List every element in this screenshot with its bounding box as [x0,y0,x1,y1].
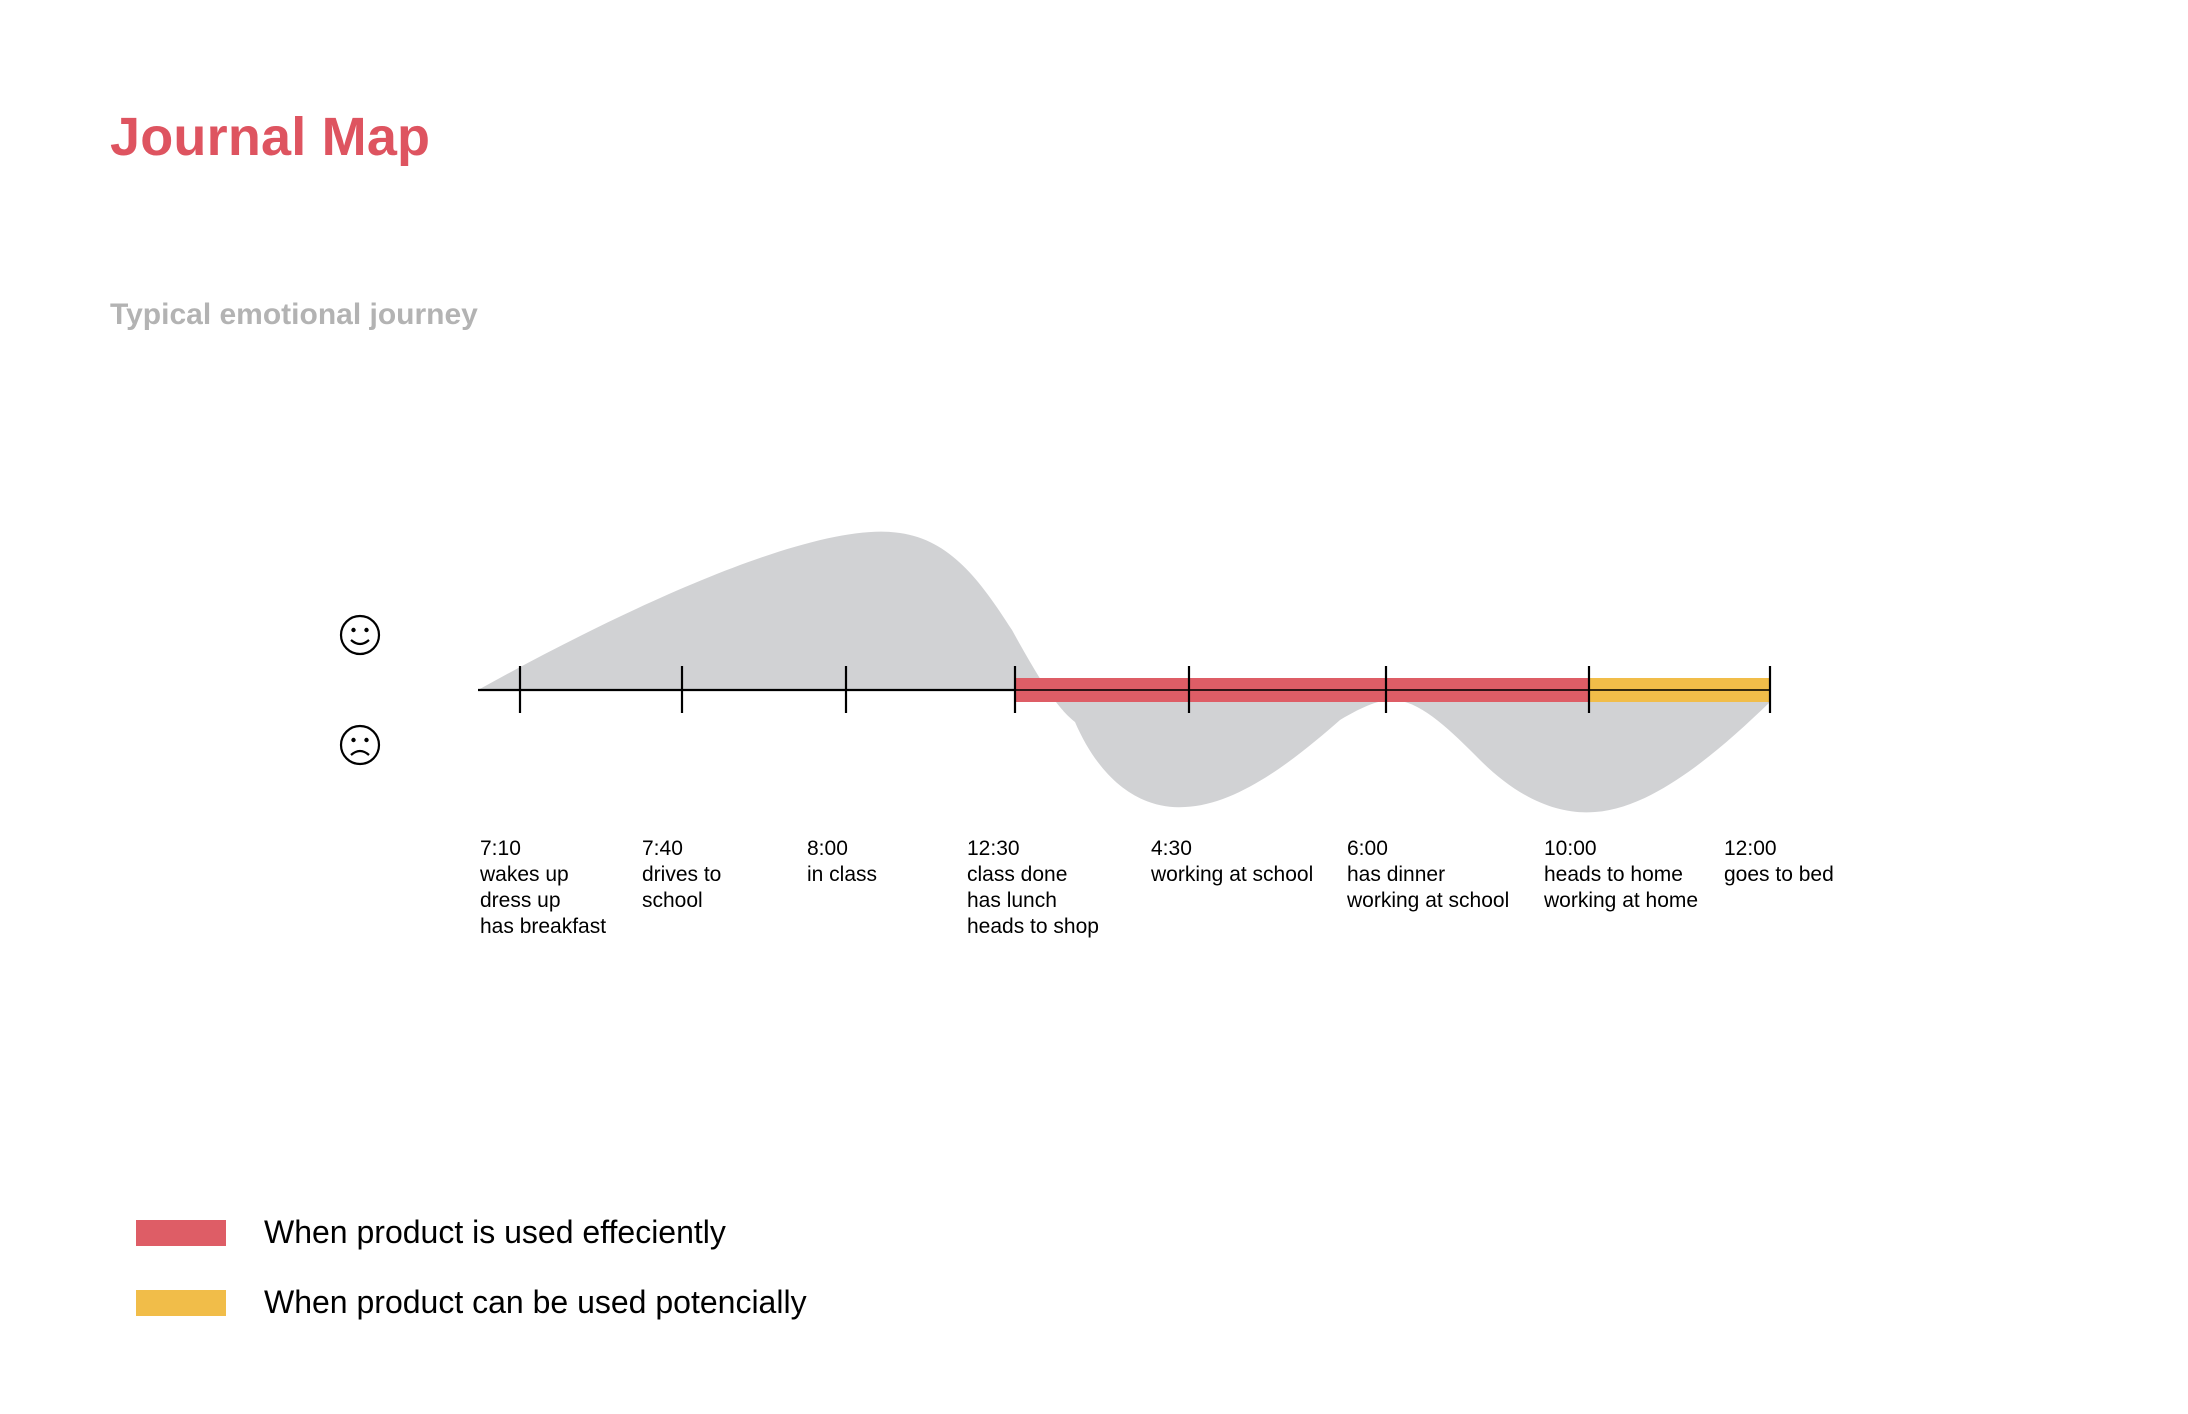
stage-activity: working at school [1347,889,1510,912]
stage-activity: class done [967,863,1068,886]
stage-time: 7:40 [642,837,683,860]
stage-time: 4:30 [1151,837,1192,860]
emotion-area [478,531,1770,813]
timeline-stage: 12:00 goes to bed [1724,836,1834,888]
stage-time: 12:00 [1724,837,1777,860]
page-title: Journal Map [110,107,431,167]
stage-activity: heads to home [1544,863,1683,886]
timeline-stage: 10:00 heads to home working at home [1544,836,1698,914]
stage-activity: dress up [480,889,561,912]
frowning-face-icon [339,724,381,766]
stage-activity: has lunch [967,889,1057,912]
stage-activity: working at home [1544,889,1699,912]
legend-label-potential: When product can be used potencially [264,1284,807,1320]
page-subtitle: Typical emotional journey [110,298,478,331]
legend-swatch-potential [136,1290,226,1316]
timeline-stage: 7:10 wakes up dress up has breakfast [480,836,606,940]
stage-activity: working at school [1151,863,1314,886]
stage-activity: drives to [642,863,722,886]
stage-activity: heads to shop [967,915,1099,938]
stage-activity: has dinner [1347,863,1446,886]
stage-activity: has breakfast [480,915,607,938]
timeline-ticks [518,666,1772,713]
stage-activity: in class [807,863,878,886]
stage-activity: school [642,889,703,912]
stage-time: 12:30 [967,837,1020,860]
timeline-stage: 4:30 working at school [1151,836,1313,888]
stage-activity: wakes up [480,863,569,886]
timeline-stage: 12:30 class done has lunch heads to shop [967,836,1099,940]
legend-label-efficient: When product is used effeciently [264,1214,726,1250]
smiley-face-icon [339,614,381,656]
timeline-stage: 6:00 has dinner working at school [1347,836,1509,914]
legend-swatch-efficient [136,1220,226,1246]
timeline-stage: 8:00 in class [807,836,877,888]
stage-time: 10:00 [1544,837,1597,860]
stage-time: 6:00 [1347,837,1388,860]
timeline-stage: 7:40 drives to school [642,836,721,914]
stage-time: 7:10 [480,837,521,860]
stage-activity: goes to bed [1724,863,1834,886]
stage-time: 8:00 [807,837,848,860]
